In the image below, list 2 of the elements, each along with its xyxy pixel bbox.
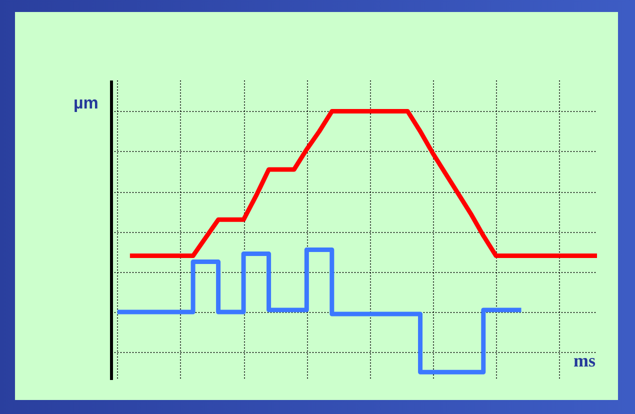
- x-axis-title: ms: [574, 350, 596, 370]
- y-axis-title: µm: [74, 94, 98, 112]
